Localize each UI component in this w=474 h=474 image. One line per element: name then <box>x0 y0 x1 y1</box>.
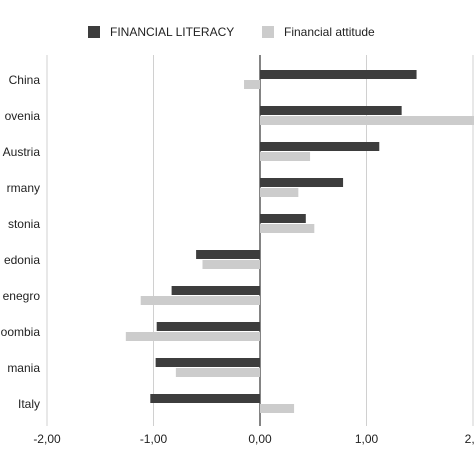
y-tick-label: China <box>9 73 41 87</box>
bar <box>260 70 417 79</box>
bar <box>155 358 260 367</box>
bar <box>156 322 260 331</box>
bar <box>175 368 260 377</box>
x-tick-label: 1,00 <box>355 432 379 446</box>
bar <box>260 224 315 233</box>
bar <box>260 188 299 197</box>
y-tick-label: Italy <box>18 397 40 411</box>
y-tick-label: rmany <box>7 181 40 195</box>
bar <box>171 286 260 295</box>
legend-label: Financial attitude <box>284 25 375 39</box>
bar <box>260 404 295 413</box>
x-tick-label: -2,00 <box>33 432 61 446</box>
x-tick-label: 2,0 <box>465 432 474 446</box>
legend: FINANCIAL LITERACY Financial attitude <box>88 25 375 39</box>
legend-label: FINANCIAL LITERACY <box>110 25 234 39</box>
bar <box>260 214 306 223</box>
bar <box>260 106 402 115</box>
bar <box>260 142 380 151</box>
y-tick-label: stonia <box>8 217 40 231</box>
y-tick-label: oombia <box>1 325 41 339</box>
legend-swatch <box>262 26 274 38</box>
y-tick-label: mania <box>7 361 40 375</box>
bar <box>196 250 260 259</box>
bar <box>244 80 260 89</box>
y-tick-label: edonia <box>4 253 40 267</box>
bars <box>125 70 474 413</box>
bar <box>150 394 260 403</box>
y-tick-label: enegro <box>3 289 41 303</box>
bar <box>125 332 260 341</box>
x-tick-label: 0,00 <box>248 432 272 446</box>
y-tick-label: Austria <box>3 145 41 159</box>
bar <box>140 296 260 305</box>
x-tick-label: -1,00 <box>140 432 168 446</box>
legend-swatch <box>88 26 100 38</box>
y-tick-label: ovenia <box>5 109 41 123</box>
bar <box>260 152 311 161</box>
bar <box>260 178 344 187</box>
labels: -2,00 -1,00 0,00 1,00 2,0 China ovenia Austria r… <box>1 73 474 446</box>
bar <box>260 116 474 125</box>
bar <box>202 260 260 269</box>
